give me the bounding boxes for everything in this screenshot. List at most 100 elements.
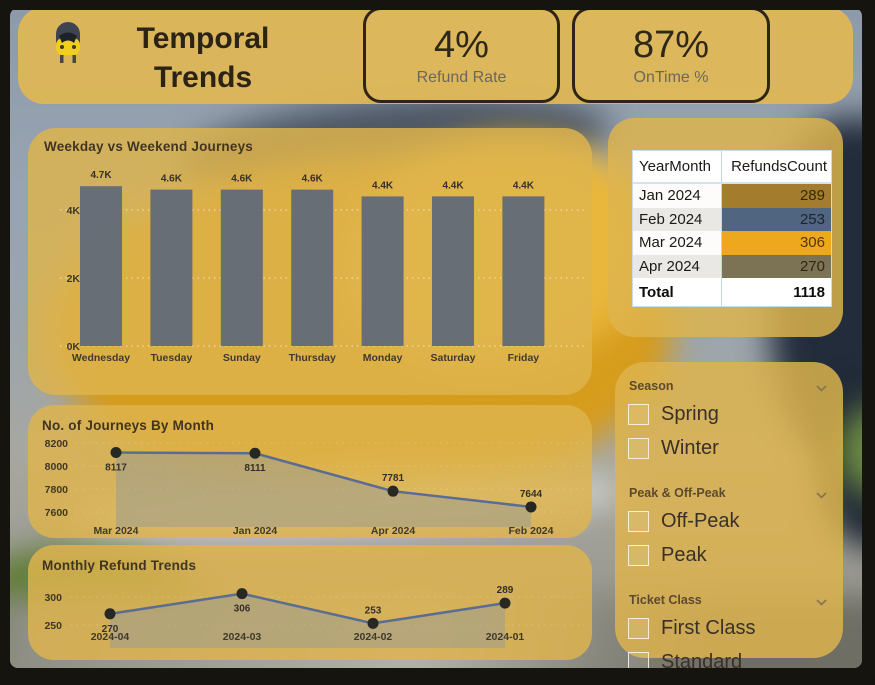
bar-value-label: 4.6K <box>231 174 253 185</box>
column-header-yearmonth[interactable]: YearMonth <box>639 158 711 175</box>
chart-title: Weekday vs Weekend Journeys <box>44 139 254 154</box>
chart-title: Monthly Refund Trends <box>42 558 197 573</box>
table-total-row: Total 1118 <box>633 278 831 306</box>
data-point-2024-04[interactable] <box>104 608 116 620</box>
x-axis-label: Jan 2024 <box>233 525 278 537</box>
bar-monday[interactable] <box>361 196 404 346</box>
slicer-sidebar: Season Spring Winter Peak & Off-Peak Off-Pea… <box>615 362 843 673</box>
slicer-option-label: Standard <box>661 650 743 673</box>
checkbox-unchecked-standard[interactable] <box>628 651 649 673</box>
slicer-title: Peak & Off-Peak <box>629 486 726 500</box>
slicer-title: Ticket Class <box>629 593 702 607</box>
area-fill <box>110 593 505 648</box>
bar-value-label: 4.7K <box>90 170 112 181</box>
refunds-table: YearMonth RefundsCount Jan 2024 289 Feb 20… <box>632 150 832 307</box>
kpi-card-ontime: 87% OnTime % <box>572 7 770 103</box>
x-axis-label: 2024-03 <box>223 631 262 643</box>
x-axis-label: Feb 2024 <box>509 525 554 537</box>
page-title-line1: Temporal <box>136 22 270 55</box>
data-point-2024-02[interactable] <box>367 617 379 629</box>
chevron-down-icon[interactable] <box>816 381 827 395</box>
point-value-label: 8111 <box>244 463 266 474</box>
point-value-label: 7781 <box>382 473 405 484</box>
bar-value-label: 4.6K <box>302 174 324 185</box>
slicer-option-spring[interactable]: Spring <box>628 400 829 428</box>
kpi-label: OnTime % <box>633 69 709 86</box>
slicer-option-off-peak[interactable]: Off-Peak <box>628 507 829 535</box>
slicer-header-ticket-class[interactable]: Ticket Class <box>629 593 829 609</box>
x-axis-label: Friday <box>508 352 540 364</box>
cell-yearmonth: Feb 2024 <box>633 207 721 231</box>
page-title-line2: Trends <box>153 61 253 94</box>
x-axis-label: 2024-04 <box>91 631 130 643</box>
total-label: Total <box>639 283 674 301</box>
area-fill <box>116 452 531 527</box>
bar-value-label: 4.6K <box>161 174 183 185</box>
y-tick-label: 7600 <box>45 507 69 519</box>
chart-title: No. of Journeys By Month <box>42 418 215 433</box>
x-axis-label: Saturday <box>431 352 476 364</box>
data-point-apr-2024[interactable] <box>387 485 399 497</box>
bar-value-label: 4.4K <box>372 180 394 191</box>
monthly-refund-trends-panel: Monthly Refund Trends 300 250 270 2024-04 30… <box>28 545 592 660</box>
slicer-option-peak[interactable]: Peak <box>628 541 829 569</box>
point-value-label: 306 <box>234 604 251 615</box>
checkbox-unchecked-first-class[interactable] <box>628 617 649 639</box>
y-tick-label: 0K <box>67 341 81 353</box>
table-header-row: YearMonth RefundsCount <box>633 151 831 184</box>
point-value-label: 7644 <box>520 489 543 500</box>
table-row-jan-2024[interactable]: Jan 2024 289 <box>633 184 831 208</box>
bar-sunday[interactable] <box>220 189 263 346</box>
weekday-journeys-panel: Weekday vs Weekend Journeys 4K 2K 0K 4.7K We… <box>28 128 592 395</box>
header-panel: Temporal Trends <box>18 7 853 104</box>
data-point-2024-01[interactable] <box>499 597 511 609</box>
weekday-journeys-bar-chart: 4K 2K 0K 4.7K Wednesday 4.6K Tuesday 4.6K Sunday… <box>60 170 584 364</box>
bar-wednesday[interactable] <box>80 186 122 346</box>
slicer-header-peak-off-peak[interactable]: Peak & Off-Peak <box>629 486 829 502</box>
checkbox-unchecked-off-peak[interactable] <box>628 510 649 532</box>
x-axis-label: Mar 2024 <box>94 525 139 537</box>
bar-thursday[interactable] <box>291 189 334 346</box>
column-header-refundscount[interactable]: RefundsCount <box>721 151 831 182</box>
bar-saturday[interactable] <box>432 196 474 346</box>
x-axis-label: Apr 2024 <box>371 525 416 537</box>
chevron-down-icon[interactable] <box>816 595 827 609</box>
cell-refundscount: 289 <box>721 184 831 208</box>
x-axis-label: Monday <box>363 352 403 364</box>
bar-friday[interactable] <box>502 196 545 346</box>
data-point-2024-03[interactable] <box>236 588 248 600</box>
slicer-header-season[interactable]: Season <box>629 379 829 395</box>
slicer-option-winter[interactable]: Winter <box>628 434 829 462</box>
data-point-mar-2024[interactable] <box>110 447 122 459</box>
trend-line <box>109 592 506 625</box>
slicer-group-gap <box>628 468 829 482</box>
y-tick-label: 2K <box>67 273 81 285</box>
checkbox-unchecked-winter[interactable] <box>628 437 649 459</box>
chevron-down-icon[interactable] <box>816 488 827 502</box>
slicer-option-label: Spring <box>661 402 719 425</box>
table-row-apr-2024[interactable]: Apr 2024 270 <box>633 254 831 278</box>
train-icon <box>52 21 84 65</box>
slicer-option-standard[interactable]: Standard <box>628 648 829 676</box>
table-row-mar-2024[interactable]: Mar 2024 306 <box>633 231 831 255</box>
bar-value-label: 4.4K <box>513 180 535 191</box>
data-point-feb-2024[interactable] <box>525 501 537 513</box>
kpi-label: Refund Rate <box>416 69 507 86</box>
checkbox-unchecked-spring[interactable] <box>628 403 649 425</box>
bar-tuesday[interactable] <box>150 189 193 346</box>
point-value-label: 289 <box>497 585 514 596</box>
table-row-feb-2024[interactable]: Feb 2024 253 <box>633 207 831 231</box>
data-point-jan-2024[interactable] <box>249 447 261 459</box>
y-tick-label: 300 <box>44 592 62 604</box>
cell-refundscount: 253 <box>721 207 831 231</box>
kpi-card-refund-rate: 4% Refund Rate <box>363 7 560 103</box>
y-tick-label: 4K <box>67 205 81 217</box>
cell-yearmonth: Mar 2024 <box>633 231 721 255</box>
total-value: 1118 <box>721 278 831 306</box>
checkbox-unchecked-peak[interactable] <box>628 544 649 566</box>
x-axis-label: Thursday <box>289 352 336 364</box>
slicer-option-first-class[interactable]: First Class <box>628 614 829 642</box>
slicer-option-label: Off-Peak <box>661 509 740 532</box>
point-value-label: 8117 <box>105 463 127 474</box>
